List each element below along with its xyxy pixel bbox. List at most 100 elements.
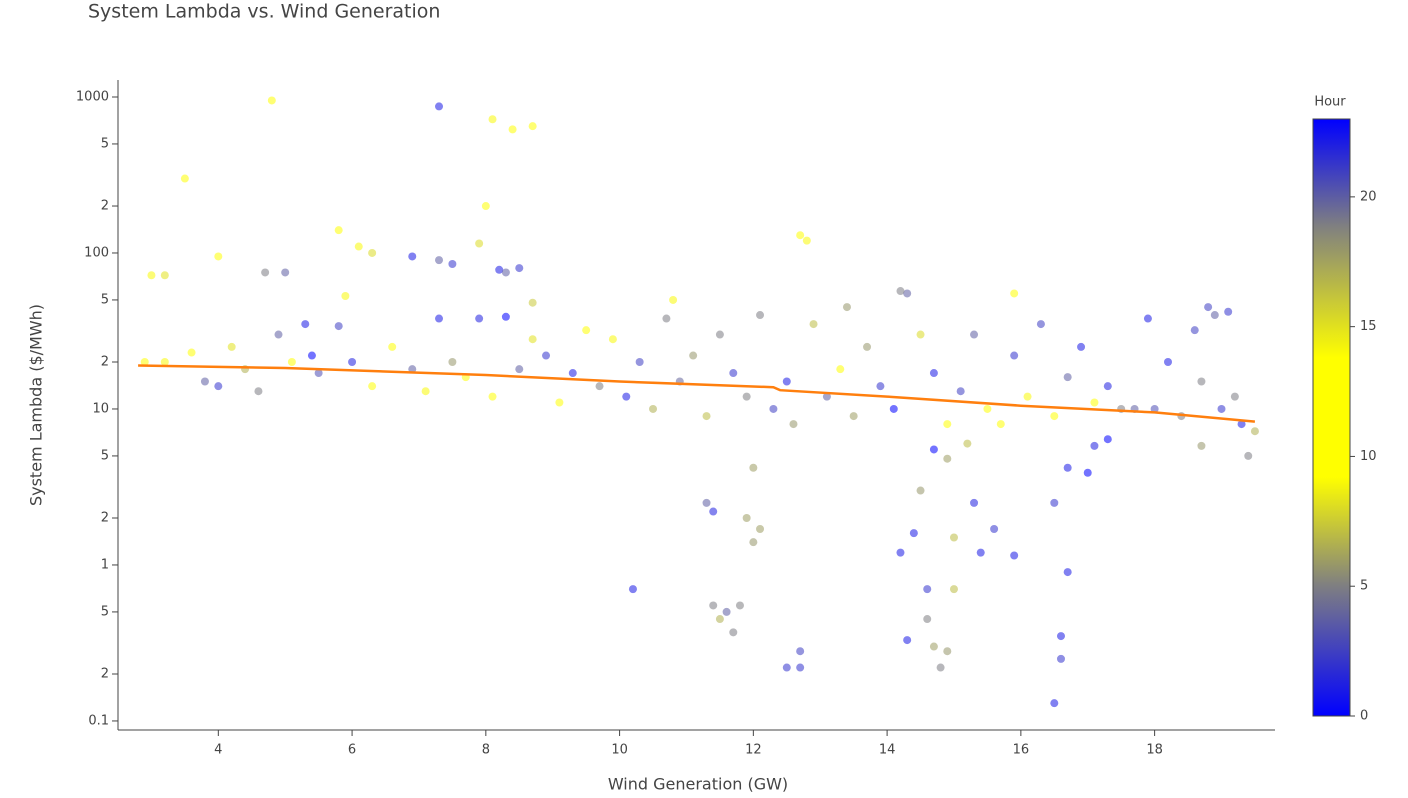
data-point <box>1063 568 1072 577</box>
data-point <box>976 548 985 557</box>
data-point <box>568 369 577 378</box>
data-point <box>722 607 731 616</box>
data-point <box>842 303 851 312</box>
y-tick-label: 1 <box>101 557 109 572</box>
data-point <box>1224 307 1233 316</box>
data-point <box>729 628 738 637</box>
y-tick-label: 5 <box>101 136 109 151</box>
trend-line <box>138 364 1256 423</box>
data-point <box>481 202 490 211</box>
y-tick-label: 2 <box>101 511 109 526</box>
data-point <box>254 387 263 396</box>
data-point <box>515 264 524 273</box>
data-point <box>368 382 377 391</box>
data-point <box>903 289 912 298</box>
data-point <box>669 295 678 304</box>
data-point <box>180 174 189 183</box>
data-point <box>1063 373 1072 382</box>
data-point <box>729 369 738 378</box>
data-point <box>354 242 363 251</box>
data-point <box>1083 468 1092 477</box>
data-point <box>528 335 537 344</box>
data-point <box>896 548 905 557</box>
data-point <box>916 486 925 495</box>
data-point <box>488 115 497 124</box>
data-point <box>1150 404 1159 413</box>
y-tick-label: 10 <box>92 401 109 416</box>
data-point <box>1204 303 1213 312</box>
data-point <box>160 271 169 280</box>
data-point <box>140 358 149 367</box>
data-point <box>214 382 223 391</box>
data-point <box>448 259 457 268</box>
data-point <box>903 636 912 645</box>
data-point <box>1036 320 1045 329</box>
data-point <box>742 392 751 401</box>
data-point <box>662 314 671 323</box>
data-point <box>970 330 979 339</box>
data-point <box>956 387 965 396</box>
data-point <box>160 358 169 367</box>
data-point <box>341 291 350 300</box>
data-point <box>749 463 758 472</box>
y-tick-label: 2 <box>101 666 109 681</box>
data-point <box>435 256 444 265</box>
data-point <box>970 498 979 507</box>
data-point <box>936 663 945 672</box>
data-point <box>1190 326 1199 335</box>
data-point <box>715 615 724 624</box>
data-point <box>1056 654 1065 663</box>
data-point <box>515 365 524 374</box>
data-point <box>1090 441 1099 450</box>
data-point <box>702 498 711 507</box>
x-tick-label: 8 <box>482 743 490 758</box>
data-point <box>709 507 718 516</box>
data-point <box>916 330 925 339</box>
data-point <box>542 351 551 360</box>
data-point <box>749 538 758 547</box>
data-point <box>929 642 938 651</box>
data-point <box>348 358 357 367</box>
data-point <box>949 533 958 542</box>
data-point <box>501 312 510 321</box>
data-point <box>983 404 992 413</box>
data-point <box>943 647 952 656</box>
data-point <box>281 268 290 277</box>
data-point <box>435 314 444 323</box>
data-point <box>187 348 196 357</box>
x-tick-label: 12 <box>745 743 762 758</box>
data-point <box>996 420 1005 429</box>
data-point <box>943 454 952 463</box>
data-point <box>528 122 537 131</box>
x-axis-title: Wind Generation (GW) <box>608 775 788 794</box>
data-point <box>1197 441 1206 450</box>
data-point <box>929 369 938 378</box>
data-point <box>735 601 744 610</box>
data-point <box>1090 398 1099 407</box>
x-tick-label: 14 <box>879 743 896 758</box>
data-point <box>863 342 872 351</box>
data-point <box>501 268 510 277</box>
data-point <box>1217 404 1226 413</box>
data-point <box>809 320 818 329</box>
data-point <box>1010 351 1019 360</box>
data-point <box>849 412 858 421</box>
data-point <box>301 320 310 329</box>
data-point <box>1250 427 1259 436</box>
data-point <box>214 252 223 261</box>
chart-title: System Lambda vs. Wind Generation <box>88 1 440 23</box>
data-point <box>1063 463 1072 472</box>
x-tick-label: 4 <box>214 743 222 758</box>
y-tick-label: 2 <box>101 355 109 370</box>
data-point <box>702 412 711 421</box>
data-point <box>1050 699 1059 708</box>
data-point <box>508 125 517 134</box>
data-point <box>635 358 644 367</box>
data-point <box>261 268 270 277</box>
colorbar-tick-label: 5 <box>1360 579 1368 594</box>
y-tick-label: 1000 <box>76 89 109 104</box>
data-point <box>836 365 845 374</box>
data-point <box>334 322 343 331</box>
data-point <box>528 298 537 307</box>
data-point <box>448 358 457 367</box>
